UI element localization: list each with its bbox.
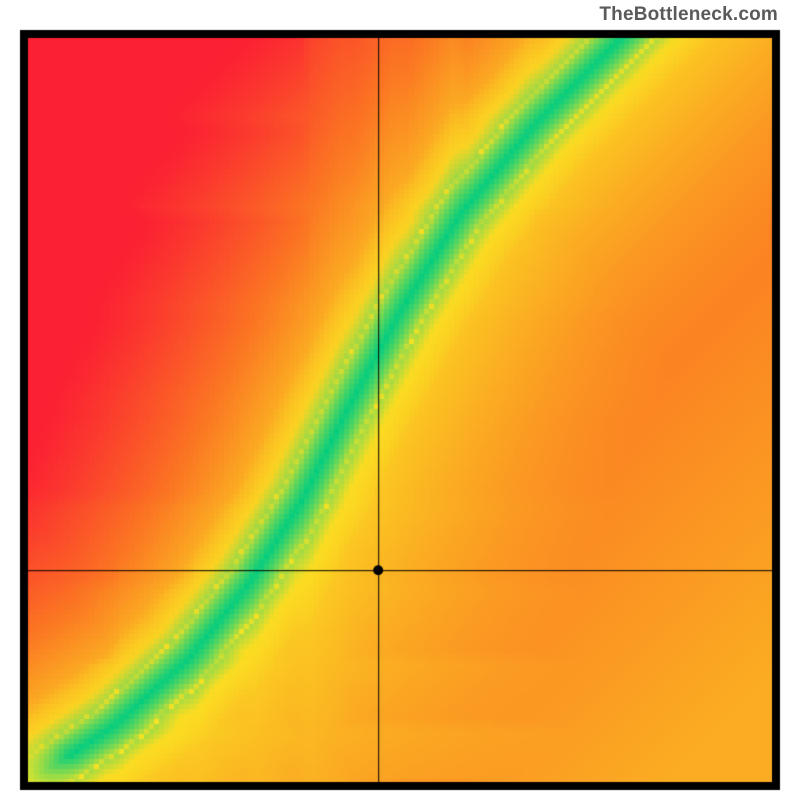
- chart-container: TheBottleneck.com: [0, 0, 800, 800]
- heatmap-canvas: [0, 0, 800, 800]
- watermark-text: TheBottleneck.com: [599, 4, 778, 26]
